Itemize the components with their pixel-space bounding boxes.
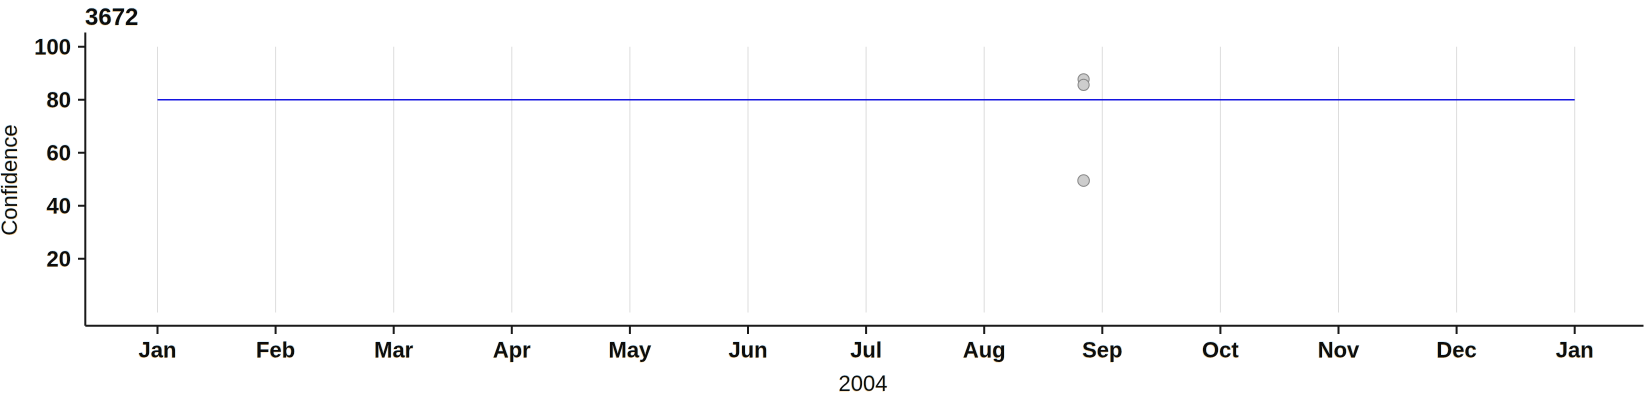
svg-text:Jan: Jan [139, 338, 177, 363]
svg-text:Confidence: Confidence [0, 124, 22, 235]
svg-text:Apr: Apr [493, 338, 531, 363]
svg-text:Aug: Aug [963, 338, 1006, 363]
svg-text:3672: 3672 [85, 4, 138, 31]
svg-text:100: 100 [34, 35, 71, 60]
svg-text:Jun: Jun [728, 338, 767, 363]
svg-text:60: 60 [47, 141, 71, 166]
svg-text:40: 40 [47, 194, 71, 219]
svg-text:Feb: Feb [256, 338, 295, 363]
svg-text:May: May [609, 338, 653, 363]
svg-text:20: 20 [47, 247, 71, 272]
svg-text:Sep: Sep [1082, 338, 1122, 363]
svg-text:Jul: Jul [850, 338, 882, 363]
svg-text:Dec: Dec [1436, 338, 1476, 363]
svg-text:Jan: Jan [1556, 338, 1594, 363]
svg-text:2004: 2004 [839, 371, 888, 396]
svg-text:Oct: Oct [1202, 338, 1239, 363]
svg-text:Mar: Mar [374, 338, 414, 363]
svg-text:80: 80 [47, 88, 71, 113]
svg-text:Nov: Nov [1318, 338, 1360, 363]
